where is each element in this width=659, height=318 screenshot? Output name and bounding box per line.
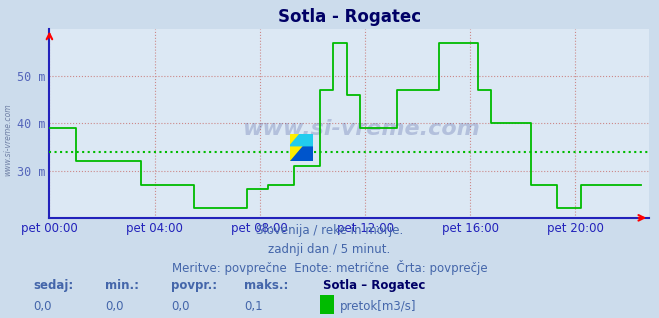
Polygon shape (290, 134, 313, 146)
Text: 0,0: 0,0 (105, 300, 124, 313)
Text: Meritve: povprečne  Enote: metrične  Črta: povprečje: Meritve: povprečne Enote: metrične Črta:… (172, 260, 487, 275)
Polygon shape (290, 134, 313, 161)
Text: pretok[m3/s]: pretok[m3/s] (339, 300, 416, 313)
Text: www.si-vreme.com: www.si-vreme.com (3, 104, 13, 176)
Text: Slovenija / reke in morje.: Slovenija / reke in morje. (256, 224, 403, 237)
Text: 0,0: 0,0 (171, 300, 190, 313)
Text: maks.:: maks.: (244, 280, 288, 292)
Text: zadnji dan / 5 minut.: zadnji dan / 5 minut. (268, 243, 391, 256)
Text: Sotla – Rogatec: Sotla – Rogatec (323, 280, 425, 292)
Polygon shape (290, 134, 313, 161)
Text: povpr.:: povpr.: (171, 280, 217, 292)
Text: 0,1: 0,1 (244, 300, 262, 313)
Text: sedaj:: sedaj: (33, 280, 73, 292)
Text: 0,0: 0,0 (33, 300, 51, 313)
Text: min.:: min.: (105, 280, 140, 292)
Title: Sotla - Rogatec: Sotla - Rogatec (277, 8, 421, 26)
Text: www.si-vreme.com: www.si-vreme.com (243, 119, 480, 139)
